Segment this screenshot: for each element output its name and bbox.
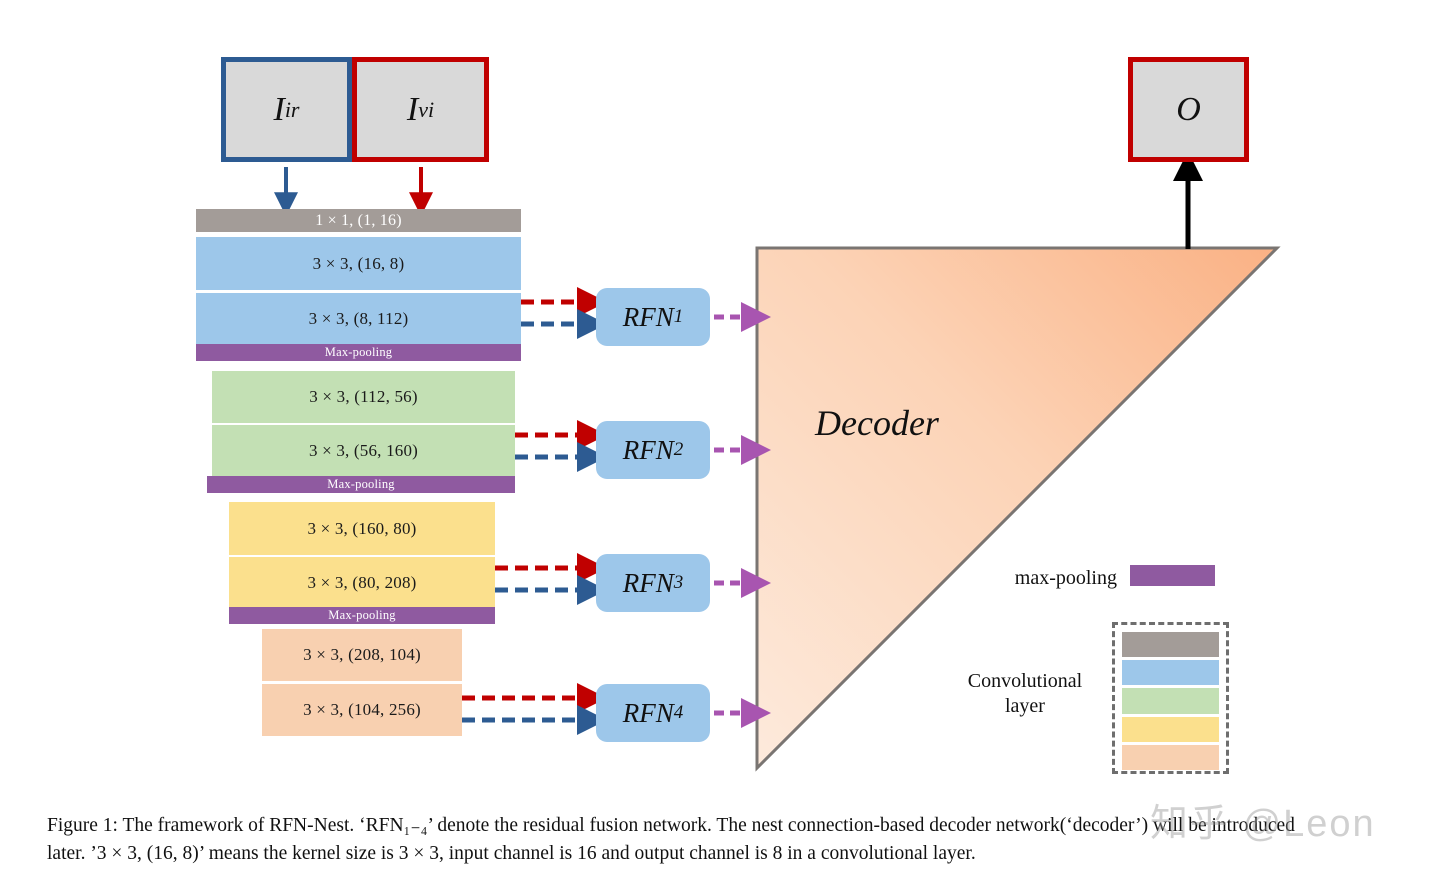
conv-3x3-104-256-label: 3 × 3, (104, 256)	[303, 700, 421, 719]
rfn-4-label: RFN	[622, 697, 674, 728]
conv-3x3-208-104-label: 3 × 3, (208, 104)	[303, 645, 421, 664]
legend-conv-swatch-4	[1122, 716, 1219, 742]
max-pooling-1-label: Max-pooling	[324, 345, 393, 359]
rfn-1-label: RFN	[622, 301, 674, 332]
legend-maxpooling-label: max-pooling	[1014, 567, 1117, 589]
caption-line-1: Figure 1: The framework of RFN-Nest. ‘RF…	[47, 815, 1295, 836]
conv-3x3-80-208-label: 3 × 3, (80, 208)	[307, 572, 417, 592]
legend-maxpooling-swatch	[1130, 565, 1215, 586]
conv-3x3-8-112-label: 3 × 3, (8, 112)	[308, 308, 409, 328]
conv-3x3-16-8: 3 × 3, (16, 8)	[196, 237, 521, 290]
caption-line-2: later. ’3 × 3, (16, 8)’ means the kernel…	[47, 843, 976, 864]
decoder-label: Decoder	[815, 403, 939, 443]
rfn-4: RFN 4	[596, 684, 710, 742]
rfn-2-label: RFN	[622, 434, 674, 465]
legend-conv-label: Convolutional layer	[930, 669, 1120, 719]
legend-conv-swatch-group	[1112, 622, 1229, 774]
conv-3x3-160-80: 3 × 3, (160, 80)	[229, 502, 495, 555]
output-label: O	[1176, 90, 1201, 128]
legend-conv-swatch-1	[1122, 632, 1219, 658]
input-vi-label: I	[406, 90, 419, 128]
rfn-3-label: RFN	[622, 567, 674, 598]
rfn-2-subscript: 2	[673, 439, 684, 460]
conv-3x3-56-160: 3 × 3, (56, 160)	[212, 425, 515, 476]
rfn-1: RFN 1	[596, 288, 710, 346]
rfn-1-subscript: 1	[673, 306, 684, 327]
conv-3x3-80-208: 3 × 3, (80, 208)	[229, 557, 495, 608]
max-pooling-3: Max-pooling	[229, 607, 495, 624]
output-box: O	[1128, 57, 1249, 162]
input-vi-subscript: vi	[418, 96, 435, 122]
rfn-2: RFN 2	[596, 421, 710, 479]
conv-3x3-112-56-label: 3 × 3, (112, 56)	[309, 387, 418, 406]
max-pooling-1: Max-pooling	[196, 344, 521, 361]
rfn-3-subscript: 3	[673, 572, 684, 593]
figure-caption: Figure 1: The framework of RFN-Nest. ‘RF…	[47, 812, 1417, 868]
legend-conv-label-line1: Convolutional	[967, 670, 1083, 692]
legend-conv-swatch-3	[1122, 688, 1219, 714]
rfn-4-subscript: 4	[673, 702, 684, 723]
max-pooling-2-label: Max-pooling	[327, 477, 395, 491]
conv-3x3-104-256: 3 × 3, (104, 256)	[262, 684, 462, 736]
legend-conv-label-line2: layer	[1005, 695, 1045, 717]
conv-3x3-8-112: 3 × 3, (8, 112)	[196, 293, 521, 344]
rfn-3: RFN 3	[596, 554, 710, 612]
conv-3x3-160-80-label: 3 × 3, (160, 80)	[307, 518, 417, 538]
conv-3x3-56-160-label: 3 × 3, (56, 160)	[308, 440, 419, 460]
input-ir-label: I	[273, 90, 285, 128]
conv-1x1-1-16-label: 1 × 1, (1, 16)	[315, 211, 402, 229]
max-pooling-2: Max-pooling	[207, 476, 515, 493]
legend-conv-swatch-5	[1122, 744, 1219, 770]
conv-1x1-1-16: 1 × 1, (1, 16)	[196, 209, 521, 232]
conv-3x3-112-56: 3 × 3, (112, 56)	[212, 371, 515, 423]
legend-conv-swatch-2	[1122, 660, 1219, 686]
max-pooling-3-label: Max-pooling	[328, 608, 396, 622]
conv-3x3-16-8-label: 3 × 3, (16, 8)	[312, 253, 405, 273]
conv-3x3-208-104: 3 × 3, (208, 104)	[262, 629, 462, 681]
input-ir-subscript: ir	[284, 96, 300, 122]
